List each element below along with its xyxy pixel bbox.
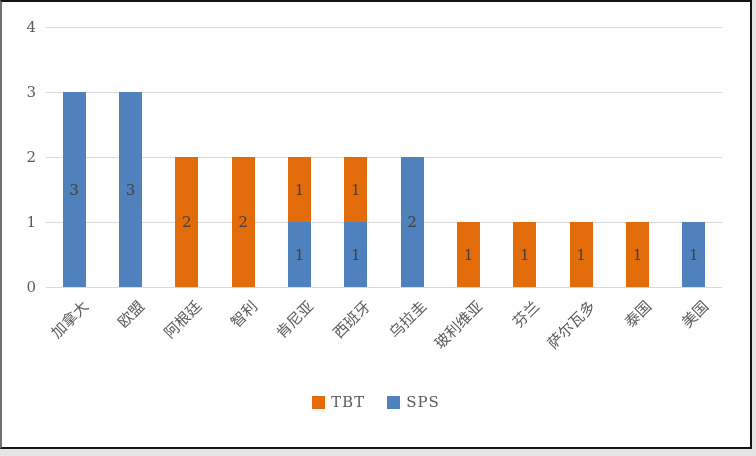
bar-sps-2: 3 <box>119 92 142 287</box>
plot-area: 0 1 2 3 4 3 加拿大 3 欧盟 2 阿根廷 2 智利 1 1 肯尼亚 1 1 西班牙 2 乌拉圭 1 玻利维亚 1 芬… <box>2 2 750 447</box>
legend-item-tbt: TBT <box>312 393 365 411</box>
bar-data-label: 1 <box>294 245 305 264</box>
bar-sps-12: 1 <box>682 222 706 287</box>
bar-data-label: 1 <box>520 245 530 264</box>
y-axis-tick-label: 4 <box>26 18 36 36</box>
bar-tbt-9: 1 <box>513 222 537 287</box>
bar-data-label: 1 <box>463 245 474 264</box>
bar-data-label: 3 <box>125 180 136 199</box>
bar-data-label: 1 <box>351 245 361 264</box>
chart-legend: TBT SPS <box>2 393 750 411</box>
bar-data-label: 1 <box>576 245 586 264</box>
sps-legend-swatch <box>387 395 401 409</box>
tbt-legend-swatch <box>312 395 326 409</box>
bar-sps-6: 1 <box>344 222 368 287</box>
bar-tbt-8: 1 <box>457 222 480 287</box>
gridline-y3 <box>46 92 722 93</box>
gridline-y0 <box>46 287 722 288</box>
y-axis-tick-label: 2 <box>26 148 36 166</box>
bar-data-label: 2 <box>182 213 192 231</box>
bar-data-label: 1 <box>689 245 699 264</box>
bar-data-label: 3 <box>69 180 79 199</box>
bar-tbt-10: 1 <box>569 222 593 287</box>
bar-tbt-4: 2 <box>231 157 255 287</box>
y-axis-tick-label: 0 <box>26 278 36 296</box>
bar-tbt-3: 2 <box>175 157 199 287</box>
bar-data-label: 2 <box>238 213 248 231</box>
bar-data-label: 1 <box>351 180 361 199</box>
bar-tbt-6: 1 <box>344 157 368 222</box>
bar-sps-1: 3 <box>62 92 86 287</box>
bar-tbt-11: 1 <box>626 222 649 287</box>
y-axis-tick-label: 1 <box>26 213 36 231</box>
sps-legend-label: SPS <box>406 393 440 411</box>
legend-item-sps: SPS <box>387 393 440 411</box>
bar-sps-5: 1 <box>288 222 311 287</box>
gridline-y4 <box>46 27 722 28</box>
bar-tbt-5: 1 <box>288 157 311 222</box>
y-axis-tick-label: 3 <box>26 83 36 101</box>
bar-data-label: 1 <box>294 180 305 199</box>
gridline-y2 <box>46 157 722 158</box>
bar-data-label: 1 <box>632 245 643 264</box>
bar-data-label: 2 <box>407 213 417 231</box>
chart-frame: 0 1 2 3 4 3 加拿大 3 欧盟 2 阿根廷 2 智利 1 1 肯尼亚 1 1 西班牙 2 乌拉圭 1 玻利维亚 1 芬… <box>0 0 752 449</box>
tbt-legend-label: TBT <box>331 393 366 411</box>
bar-sps-7: 2 <box>400 157 424 287</box>
gridline-y1 <box>46 222 722 223</box>
